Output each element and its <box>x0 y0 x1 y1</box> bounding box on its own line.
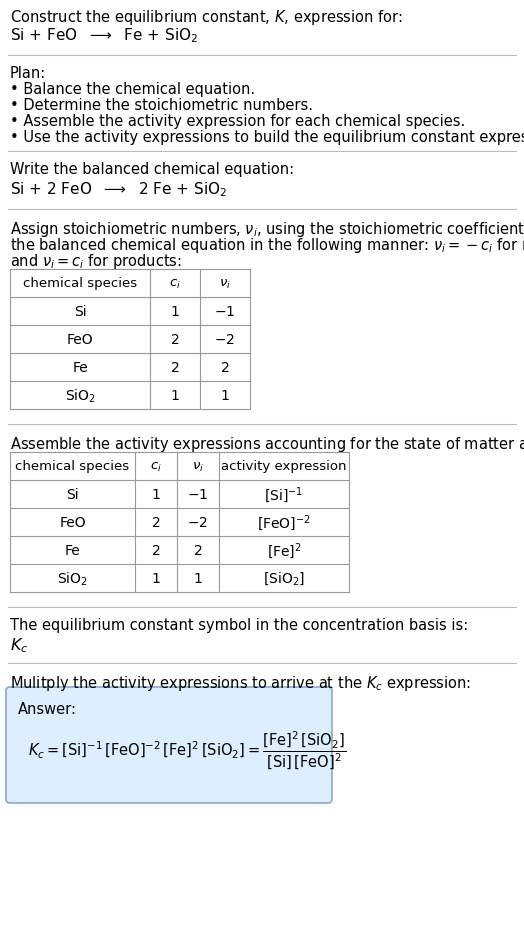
Text: Write the balanced chemical equation:: Write the balanced chemical equation: <box>10 162 294 177</box>
Text: 1: 1 <box>151 571 160 585</box>
Text: $\nu_i$: $\nu_i$ <box>192 460 204 473</box>
Text: $c_i$: $c_i$ <box>169 277 181 290</box>
Text: $-2$: $-2$ <box>188 515 209 529</box>
FancyBboxPatch shape <box>6 687 332 803</box>
Text: Fe: Fe <box>72 361 88 374</box>
Text: 2: 2 <box>171 361 179 374</box>
Text: Mulitply the activity expressions to arrive at the $K_c$ expression:: Mulitply the activity expressions to arr… <box>10 673 471 692</box>
Text: 2: 2 <box>171 332 179 347</box>
Text: The equilibrium constant symbol in the concentration basis is:: The equilibrium constant symbol in the c… <box>10 617 468 632</box>
Text: • Use the activity expressions to build the equilibrium constant expression.: • Use the activity expressions to build … <box>10 129 524 145</box>
Text: $[\mathrm{FeO}]^{-2}$: $[\mathrm{FeO}]^{-2}$ <box>257 512 311 532</box>
Text: FeO: FeO <box>59 515 86 529</box>
Text: • Determine the stoichiometric numbers.: • Determine the stoichiometric numbers. <box>10 98 313 113</box>
Text: $[\mathrm{SiO_2}]$: $[\mathrm{SiO_2}]$ <box>263 570 305 586</box>
Text: Si + FeO  $\longrightarrow$  Fe + SiO$_2$: Si + FeO $\longrightarrow$ Fe + SiO$_2$ <box>10 26 198 45</box>
Text: 2: 2 <box>151 544 160 558</box>
Text: chemical species: chemical species <box>15 460 129 473</box>
Text: Si: Si <box>66 487 79 502</box>
Text: $[\mathrm{Si}]^{-1}$: $[\mathrm{Si}]^{-1}$ <box>265 485 303 505</box>
Text: 1: 1 <box>171 388 179 403</box>
Text: activity expression: activity expression <box>221 460 347 473</box>
Text: $\nu_i$: $\nu_i$ <box>219 277 231 290</box>
Text: $K_c$: $K_c$ <box>10 635 28 654</box>
Text: 1: 1 <box>151 487 160 502</box>
Text: and $\nu_i = c_i$ for products:: and $\nu_i = c_i$ for products: <box>10 251 182 270</box>
Text: Assemble the activity expressions accounting for the state of matter and $\nu_i$: Assemble the activity expressions accoun… <box>10 434 524 453</box>
Text: $-1$: $-1$ <box>188 487 209 502</box>
Text: Plan:: Plan: <box>10 66 46 81</box>
Text: SiO$_2$: SiO$_2$ <box>64 387 95 405</box>
Text: Answer:: Answer: <box>18 702 77 716</box>
Text: Construct the equilibrium constant, $K$, expression for:: Construct the equilibrium constant, $K$,… <box>10 8 402 27</box>
Text: SiO$_2$: SiO$_2$ <box>57 569 88 587</box>
Text: Fe: Fe <box>64 544 80 558</box>
Text: chemical species: chemical species <box>23 277 137 290</box>
Text: 2: 2 <box>151 515 160 529</box>
Text: $K_c = [\mathrm{Si}]^{-1}\,[\mathrm{FeO}]^{-2}\,[\mathrm{Fe}]^2\,[\mathrm{SiO_2}: $K_c = [\mathrm{Si}]^{-1}\,[\mathrm{FeO}… <box>28 729 346 771</box>
Text: 2: 2 <box>194 544 202 558</box>
Text: Assign stoichiometric numbers, $\nu_i$, using the stoichiometric coefficients, $: Assign stoichiometric numbers, $\nu_i$, … <box>10 220 524 239</box>
Text: 1: 1 <box>221 388 230 403</box>
Text: 1: 1 <box>193 571 202 585</box>
Text: • Balance the chemical equation.: • Balance the chemical equation. <box>10 82 255 97</box>
Text: Si + 2 FeO  $\longrightarrow$  2 Fe + SiO$_2$: Si + 2 FeO $\longrightarrow$ 2 Fe + SiO$… <box>10 180 227 198</box>
Text: 1: 1 <box>171 305 179 319</box>
Text: Si: Si <box>74 305 86 319</box>
Text: FeO: FeO <box>67 332 93 347</box>
Text: $-2$: $-2$ <box>214 332 235 347</box>
Text: the balanced chemical equation in the following manner: $\nu_i = -c_i$ for react: the balanced chemical equation in the fo… <box>10 236 524 255</box>
Text: $-1$: $-1$ <box>214 305 236 319</box>
Text: • Assemble the activity expression for each chemical species.: • Assemble the activity expression for e… <box>10 114 465 129</box>
Text: 2: 2 <box>221 361 230 374</box>
Text: $c_i$: $c_i$ <box>150 460 162 473</box>
Text: $[\mathrm{Fe}]^2$: $[\mathrm{Fe}]^2$ <box>267 541 301 561</box>
